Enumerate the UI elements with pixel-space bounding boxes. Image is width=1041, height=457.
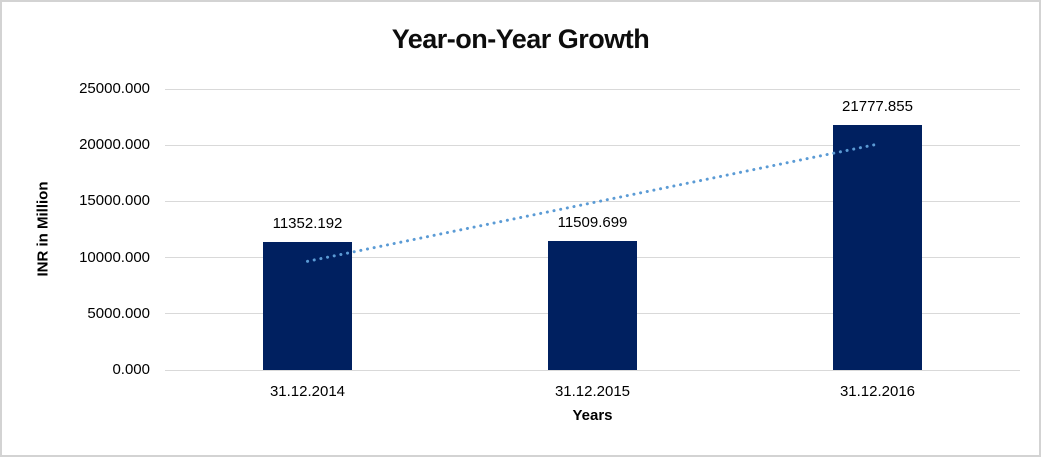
y-tick-label: 20000.000 <box>79 136 150 154</box>
x-tick-label: 31.12.2014 <box>269 383 346 400</box>
y-tick-label: 15000.000 <box>79 192 150 210</box>
y-tick-label: 0.000 <box>112 361 150 378</box>
chart-title: Year-on-Year Growth <box>391 24 650 54</box>
bar <box>833 125 922 370</box>
x-tick-label: 31.12.2016 <box>839 383 916 400</box>
x-tick-label: 31.12.2015 <box>554 383 631 400</box>
y-tick-label: 5000.000 <box>87 304 150 322</box>
y-axis-title: INR in Million <box>34 181 52 277</box>
bar <box>548 240 637 370</box>
y-tick-label: 25000.000 <box>79 80 150 97</box>
gridline <box>165 88 1020 90</box>
y-tick-label: 10000.000 <box>79 248 150 266</box>
bar-data-label: 21777.855 <box>842 98 913 116</box>
bar <box>263 242 352 370</box>
bar-data-label: 11352.192 <box>272 215 343 233</box>
gridline <box>165 369 1020 371</box>
x-axis-title: Years <box>572 407 613 424</box>
bar-data-label: 11509.699 <box>557 213 628 231</box>
